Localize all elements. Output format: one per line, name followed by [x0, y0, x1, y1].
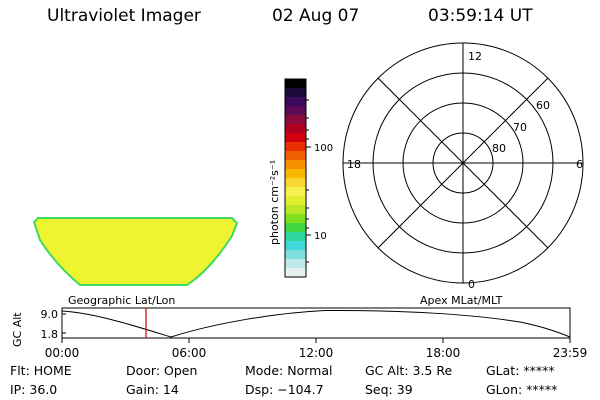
x-tick-0000: 00:00: [45, 346, 80, 360]
geo-latitude: GLat: *****: [486, 363, 555, 378]
mlt-label-12: 12: [468, 50, 482, 63]
mlt-label-18: 18: [347, 158, 361, 171]
timeline-panel: 9.0 1.8 GC Alt 00:00 06:00 12:00 18:00 2…: [11, 294, 587, 360]
dsp-value: Dsp: −104.7: [245, 382, 324, 397]
geographic-label: Geographic Lat/Lon: [68, 294, 175, 307]
colorbar-cell: [285, 160, 306, 170]
time-label: 03:59:14 UT: [428, 6, 533, 26]
colorbar-cell: [285, 178, 306, 188]
x-tick-0600: 06:00: [172, 346, 207, 360]
instrument-title: Ultraviolet Imager: [47, 6, 201, 26]
polar-grid: [342, 42, 584, 284]
x-tick-1800: 18:00: [426, 346, 461, 360]
colorbar-cell: [285, 214, 306, 224]
lat-label-80: 80: [492, 142, 506, 155]
gain-value: Gain: 14: [126, 382, 179, 397]
colorbar-cell: [285, 79, 306, 89]
colorbar-cell: [285, 196, 306, 206]
x-tick-2359: 23:59: [553, 346, 588, 360]
colorbar-cell: [285, 259, 306, 269]
colorbar-cell: [285, 223, 306, 233]
lat-label-60: 60: [536, 99, 550, 112]
colorbar-cell: [285, 142, 306, 152]
auroral-image: [32, 217, 239, 286]
colorbar-cell: [285, 205, 306, 215]
colorbar-cell: [285, 97, 306, 107]
sequence-number: Seq: 39: [365, 382, 413, 397]
y-tick-1.8: 1.8: [41, 328, 59, 341]
colorbar-cell: [285, 115, 306, 125]
mlt-label-0: 0: [468, 278, 475, 291]
colorbar-cell: [285, 151, 306, 161]
colorbar-cell: [285, 232, 306, 242]
mode-status: Mode: Normal: [245, 363, 333, 378]
colorbar-cell: [285, 133, 306, 143]
colorbar-cell: [285, 88, 306, 98]
door-status: Door: Open: [126, 363, 198, 378]
colorbar-tick-label-10: 10: [314, 231, 327, 242]
apex-label: Apex MLat/MLT: [420, 294, 503, 307]
date-label: 02 Aug 07: [272, 6, 360, 26]
gc-altitude: GC Alt: 3.5 Re: [365, 363, 453, 378]
colorbar-cell: [285, 106, 306, 116]
y-tick-9: 9.0: [41, 308, 59, 321]
colorbar-cell: [285, 169, 306, 179]
colorbar-unit-label: photon cm⁻²s⁻¹: [268, 160, 281, 245]
colorbar-tick-label-100: 100: [314, 143, 333, 154]
geo-longitude: GLon: *****: [486, 382, 558, 397]
colorbar-cell: [285, 124, 306, 134]
ip-value: IP: 36.0: [10, 382, 58, 397]
mlt-label-6: 6: [576, 158, 583, 171]
flight-status: Flt: HOME: [10, 363, 72, 378]
lat-label-70: 70: [513, 121, 527, 134]
y-axis-label: GC Alt: [11, 312, 24, 347]
colorbar-cell: [285, 241, 306, 251]
colorbar-cell: [285, 187, 306, 197]
colorbar: 100 10 photon cm⁻²s⁻¹: [268, 78, 333, 278]
colorbar-cell: [285, 268, 306, 278]
colorbar-cell: [285, 250, 306, 260]
altitude-curve: [61, 309, 571, 338]
x-tick-1200: 12:00: [299, 346, 334, 360]
